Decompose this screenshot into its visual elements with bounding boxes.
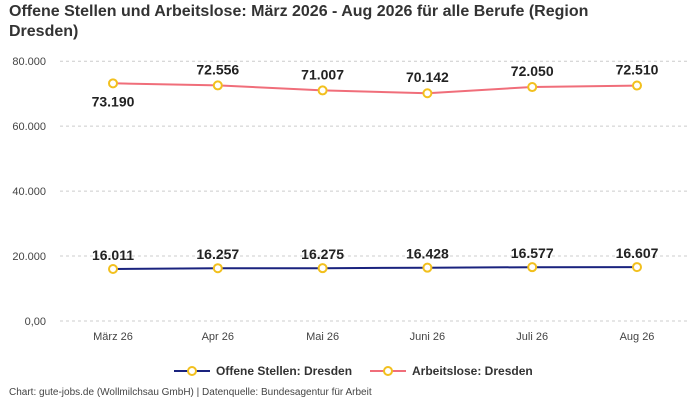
legend-swatch-marker [383, 366, 393, 376]
data-labels: 16.011 16.257 16.275 16.428 16.577 16.607 73.1… [92, 61, 659, 263]
data-label: 16.428 [406, 246, 449, 262]
y-tick-label: 20.000 [12, 251, 46, 263]
data-label: 73.190 [92, 93, 135, 109]
data-label: 16.257 [196, 246, 239, 262]
y-axis-ticks: 0,00 20.000 40.000 60.000 80.000 [12, 56, 46, 328]
y-tick-label: 60.000 [12, 121, 46, 133]
x-tick-label: März 26 [93, 331, 133, 343]
y-tick-label: 40.000 [12, 186, 46, 198]
data-label: 71.007 [301, 66, 344, 82]
data-label: 70.142 [406, 69, 449, 85]
data-label: 16.577 [511, 245, 554, 261]
grid-lines [60, 60, 690, 322]
y-tick-label: 80.000 [12, 56, 46, 68]
data-point [212, 80, 223, 91]
series-line [112, 266, 638, 270]
data-point [317, 85, 328, 96]
x-tick-label: Juli 26 [516, 331, 548, 343]
data-point [527, 82, 538, 93]
legend-label: Arbeitslose: Dresden [412, 364, 533, 378]
data-point [422, 262, 433, 273]
data-label: 72.050 [511, 63, 554, 79]
data-label: 16.011 [92, 247, 134, 263]
series-lines [112, 82, 638, 270]
x-tick-label: Juni 26 [410, 331, 445, 343]
data-point [422, 88, 433, 99]
data-point [632, 80, 642, 91]
x-tick-label: Mai 26 [306, 331, 339, 343]
data-point [108, 78, 118, 89]
series-line [112, 82, 638, 95]
y-tick-label: 0,00 [25, 316, 46, 328]
data-point [527, 262, 538, 273]
data-label: 72.556 [196, 61, 239, 77]
data-point [108, 264, 118, 275]
x-tick-label: Apr 26 [202, 331, 234, 343]
legend-swatch-marker [187, 366, 197, 376]
data-point [317, 263, 328, 274]
x-tick-label: Aug 26 [620, 331, 655, 343]
data-label: 16.275 [301, 246, 344, 262]
x-axis-ticks: März 26 Apr 26 Mai 26 Juni 26 Juli 26 Aug 26 [93, 331, 654, 343]
data-point [632, 262, 642, 273]
legend-label: Offene Stellen: Dresden [216, 364, 352, 378]
series-points [108, 78, 642, 275]
data-label: 72.510 [616, 62, 659, 78]
data-point [212, 263, 223, 274]
data-label: 16.607 [616, 245, 659, 261]
legend: Offene Stellen: Dresden Arbeitslose: Dres… [174, 364, 533, 378]
chart-footer: Chart: gute-jobs.de (Wollmilchsau GmbH) … [9, 387, 372, 398]
chart-title: Offene Stellen und Arbeitslose: März 202… [9, 3, 589, 40]
